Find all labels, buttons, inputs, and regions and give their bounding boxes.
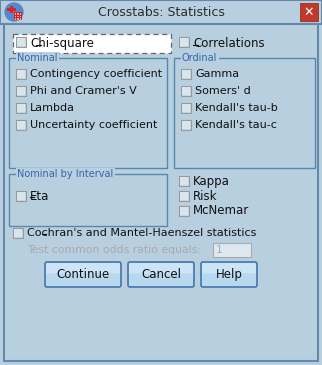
Bar: [300, 3, 318, 21]
Bar: [179, 191, 189, 201]
Bar: [14, 12, 22, 20]
Bar: [20, 18, 22, 19]
Bar: [17, 70, 25, 78]
Text: Continue: Continue: [56, 268, 109, 281]
Bar: [17, 87, 25, 95]
Bar: [16, 103, 26, 113]
Bar: [15, 13, 16, 15]
Bar: [174, 58, 315, 168]
FancyBboxPatch shape: [46, 273, 120, 286]
Text: McNemar: McNemar: [193, 204, 249, 218]
Bar: [15, 15, 16, 17]
Text: Somers' d: Somers' d: [195, 86, 251, 96]
Text: Contingency coefficient: Contingency coefficient: [30, 69, 162, 79]
Bar: [182, 121, 190, 129]
Bar: [10, 6, 13, 13]
Bar: [181, 120, 191, 130]
Bar: [17, 38, 25, 46]
Text: Nominal: Nominal: [17, 53, 58, 63]
Bar: [16, 86, 26, 96]
Text: Phi and Cramer's V: Phi and Cramer's V: [30, 86, 137, 96]
FancyBboxPatch shape: [202, 263, 256, 276]
Bar: [181, 86, 191, 96]
Bar: [182, 104, 190, 112]
Text: Cochran's and Mantel-Haenszel statistics: Cochran's and Mantel-Haenszel statistics: [27, 228, 256, 238]
Text: Eta: Eta: [30, 189, 49, 203]
Bar: [179, 206, 189, 216]
Bar: [20, 15, 22, 17]
Text: Nominal by Interval: Nominal by Interval: [17, 169, 113, 179]
Text: Help: Help: [215, 268, 242, 281]
Bar: [17, 13, 19, 15]
Bar: [0, 0, 322, 24]
Text: Gamma: Gamma: [195, 69, 239, 79]
Bar: [179, 37, 189, 47]
Bar: [17, 18, 19, 19]
Text: Correlations: Correlations: [193, 37, 265, 50]
Bar: [181, 103, 191, 113]
Text: Chi-square: Chi-square: [30, 37, 94, 50]
Text: Uncertainty coefficient: Uncertainty coefficient: [30, 120, 157, 130]
Bar: [16, 37, 26, 47]
Bar: [181, 69, 191, 79]
Bar: [20, 13, 22, 15]
Bar: [180, 38, 188, 46]
FancyBboxPatch shape: [202, 273, 256, 286]
Bar: [213, 243, 251, 257]
Bar: [17, 121, 25, 129]
Bar: [7, 8, 16, 11]
Bar: [9, 174, 167, 226]
Text: Crosstabs: Statistics: Crosstabs: Statistics: [98, 5, 224, 19]
Bar: [13, 228, 23, 238]
Bar: [16, 120, 26, 130]
Circle shape: [5, 3, 23, 21]
Bar: [180, 177, 188, 185]
FancyBboxPatch shape: [46, 263, 120, 276]
Text: Kappa: Kappa: [193, 174, 230, 188]
Text: Kendall's tau-c: Kendall's tau-c: [195, 120, 277, 130]
Text: Cancel: Cancel: [141, 268, 181, 281]
FancyBboxPatch shape: [129, 263, 193, 276]
Text: Kendall's tau-b: Kendall's tau-b: [195, 103, 278, 113]
FancyBboxPatch shape: [129, 273, 193, 286]
Bar: [180, 192, 188, 200]
Bar: [17, 15, 19, 17]
Bar: [16, 69, 26, 79]
Bar: [14, 229, 22, 237]
Text: Test common odds ratio equals:: Test common odds ratio equals:: [27, 245, 201, 255]
Bar: [180, 207, 188, 215]
Bar: [16, 191, 26, 201]
Bar: [15, 18, 16, 19]
Text: Lambda: Lambda: [30, 103, 75, 113]
Bar: [17, 104, 25, 112]
Text: Risk: Risk: [193, 189, 217, 203]
Bar: [182, 70, 190, 78]
Text: 1: 1: [216, 245, 223, 255]
Bar: [182, 87, 190, 95]
Bar: [9, 58, 167, 168]
Bar: [13, 34, 171, 53]
Text: ✕: ✕: [304, 5, 314, 19]
Text: Ordinal: Ordinal: [182, 53, 217, 63]
Bar: [17, 192, 25, 200]
Bar: [179, 176, 189, 186]
